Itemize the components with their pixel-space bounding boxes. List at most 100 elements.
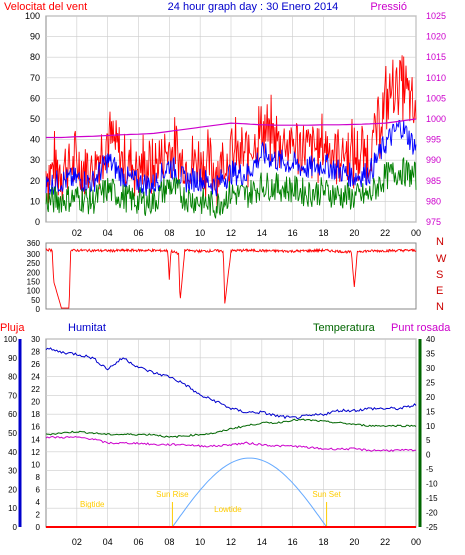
time-tick-label: 20 xyxy=(349,228,359,238)
wind-tick-label: 10 xyxy=(30,196,40,206)
time-tick-label: 16 xyxy=(288,228,298,238)
wind-tick-label: 20 xyxy=(30,176,40,186)
time-tick-label: 10 xyxy=(195,228,205,238)
series-min-line xyxy=(45,157,417,219)
time-tick-label: 18 xyxy=(318,537,328,547)
temperature-tick-label: 0 xyxy=(426,451,431,460)
temperature-tick-label: -10 xyxy=(426,480,438,489)
pressure-tick-label: 975 xyxy=(426,217,441,227)
chart-title: 24 hour graph day : 30 Enero 2014 xyxy=(168,1,339,13)
temperature-tick-label: 25 xyxy=(426,378,435,387)
compass-label: W xyxy=(436,253,447,265)
series-humidity-line xyxy=(45,347,417,420)
humidity-axis-label: Humitat xyxy=(68,322,106,334)
wind-tick-label: 100 xyxy=(25,11,40,21)
pressure-tick-label: 995 xyxy=(426,135,441,145)
temperature-tick-label: 40 xyxy=(426,335,435,344)
temperature-tick-label: -25 xyxy=(426,523,438,532)
pressure-tick-label: 990 xyxy=(426,155,441,165)
rain-tick-label: 6 xyxy=(36,485,41,494)
direction-tick-label: 0 xyxy=(36,305,41,314)
humidity-tick-label: 30 xyxy=(8,467,17,476)
time-tick-label: 02 xyxy=(72,228,82,238)
time-tick-label: 12 xyxy=(226,228,236,238)
compass-label: N xyxy=(436,236,444,248)
pressure-tick-label: 1000 xyxy=(426,114,446,124)
temperature-tick-label: 30 xyxy=(426,364,435,373)
dewpoint-axis-label: Punt rosada xyxy=(391,322,451,334)
rain-tick-label: 28 xyxy=(31,348,40,357)
wind-tick-label: 50 xyxy=(30,114,40,124)
humidity-tick-label: 50 xyxy=(8,429,17,438)
rain-axis-label: Pluja xyxy=(0,322,25,334)
direction-tick-label: 150 xyxy=(27,278,41,287)
lowtide-label: Lowtide xyxy=(214,505,242,514)
temperature-tick-label: 5 xyxy=(426,436,431,445)
rain-tick-label: 16 xyxy=(31,423,40,432)
direction-tick-label: 250 xyxy=(27,259,41,268)
time-tick-label: 02 xyxy=(72,537,82,547)
wind-tick-label: 70 xyxy=(30,73,40,83)
series-gust-line xyxy=(45,55,417,210)
time-tick-label: 06 xyxy=(133,228,143,238)
wind-tick-label: 90 xyxy=(30,32,40,42)
pressure-axis-label: Pressió xyxy=(370,1,407,13)
temperature-tick-label: 35 xyxy=(426,349,435,358)
humidity-tick-label: 40 xyxy=(8,448,17,457)
humidity-tick-label: 100 xyxy=(4,335,18,344)
wind-tick-label: 30 xyxy=(30,155,40,165)
compass-label: S xyxy=(436,269,443,281)
series-direction-line xyxy=(45,247,417,309)
humidity-tick-label: 80 xyxy=(8,373,17,382)
rain-tick-label: 24 xyxy=(31,373,40,382)
temperature-axis-label: Temperatura xyxy=(313,322,376,334)
humidity-tick-label: 90 xyxy=(8,354,17,363)
humidity-tick-label: 0 xyxy=(13,523,18,532)
time-tick-label: 18 xyxy=(318,228,328,238)
time-tick-label: 08 xyxy=(164,228,174,238)
rain-tick-label: 0 xyxy=(36,523,41,532)
wind-tick-label: 80 xyxy=(30,52,40,62)
wind-tick-label: 0 xyxy=(35,217,40,227)
wind-tick-label: 40 xyxy=(30,135,40,145)
sun-curve xyxy=(171,457,328,528)
temperature-tick-label: -20 xyxy=(426,509,438,518)
temperature-tick-label: 20 xyxy=(426,393,435,402)
sunrise-label: Sun Rise xyxy=(156,490,189,499)
pressure-tick-label: 1015 xyxy=(426,52,446,62)
time-tick-label: 04 xyxy=(103,228,113,238)
temperature-tick-label: -15 xyxy=(426,494,438,503)
time-tick-label: 22 xyxy=(380,537,390,547)
direction-tick-label: 300 xyxy=(27,250,41,259)
compass-label: E xyxy=(436,285,443,297)
pressure-tick-label: 1005 xyxy=(426,93,446,103)
rain-tick-label: 8 xyxy=(36,473,41,482)
series-pressure-line xyxy=(46,118,417,139)
humidity-tick-label: 20 xyxy=(8,485,17,494)
compass-label: N xyxy=(436,301,444,313)
series-avg-line xyxy=(45,119,417,197)
time-tick-label: 04 xyxy=(103,537,113,547)
time-tick-label: 06 xyxy=(133,537,143,547)
wind-axis-label: Velocitat del vent xyxy=(4,1,87,13)
time-tick-label: 22 xyxy=(380,228,390,238)
temperature-tick-label: -5 xyxy=(426,465,434,474)
series-dewpoint-line xyxy=(45,435,416,452)
time-tick-label: 14 xyxy=(257,228,267,238)
rain-tick-label: 14 xyxy=(31,435,40,444)
direction-tick-label: 100 xyxy=(27,287,41,296)
wind-tick-label: 60 xyxy=(30,93,40,103)
rain-tick-label: 10 xyxy=(31,460,40,469)
bigtide-label: Bigtide xyxy=(80,500,105,509)
rain-tick-label: 30 xyxy=(31,335,40,344)
temperature-tick-label: 15 xyxy=(426,407,435,416)
rain-tick-label: 18 xyxy=(31,410,40,419)
rain-tick-label: 12 xyxy=(31,448,40,457)
direction-tick-label: 200 xyxy=(27,268,41,277)
pressure-tick-label: 980 xyxy=(426,196,441,206)
pressure-tick-label: 985 xyxy=(426,176,441,186)
pressure-tick-label: 1010 xyxy=(426,73,446,83)
rain-tick-label: 22 xyxy=(31,385,40,394)
pressure-tick-label: 1020 xyxy=(426,32,446,42)
